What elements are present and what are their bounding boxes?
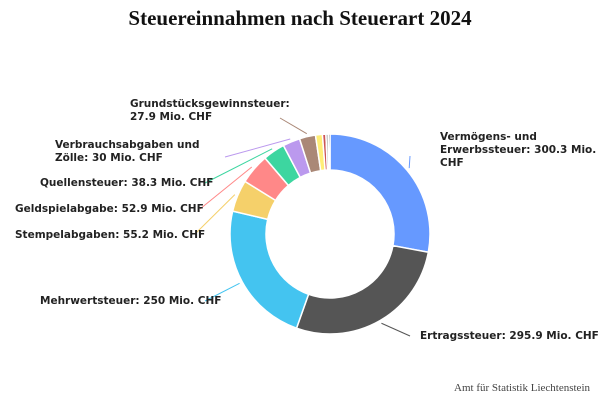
leader-line (381, 322, 411, 337)
slice-label: Ertragssteuer: 295.9 Mio. CHF (420, 330, 599, 342)
source-note: Amt für Statistik Liechtenstein (454, 382, 590, 394)
slice-label: Vermögens- und Erwerbssteuer: 300.3 Mio. C… (440, 131, 596, 169)
leader-line (279, 117, 308, 135)
slice-label: Geldspielabgabe: 52.9 Mio. CHF (15, 203, 204, 215)
slice-label: Grundstücksgewinnsteuer: 27.9 Mio. CHF (130, 98, 290, 123)
chart-title: Steuereinnahmen nach Steuerart 2024 (128, 6, 472, 30)
leader-line (224, 138, 291, 158)
slice-label: Mehrwertsteuer: 250 Mio. CHF (40, 295, 221, 307)
donut-slice-unlabeled-11 (327, 133, 331, 171)
leader-line (408, 155, 411, 169)
donut-slice-vermögens-und-erwerbssteuer (329, 133, 431, 254)
slice-label: Verbrauchsabgaben und Zölle: 30 Mio. CHF (55, 139, 200, 164)
donut-slice-ertragssteuer (295, 244, 430, 335)
donut-slice-mehrwertsteuer (229, 210, 310, 330)
leader-line (204, 282, 240, 302)
slice-label: Quellensteuer: 38.3 Mio. CHF (40, 177, 213, 189)
leader-line (194, 194, 236, 235)
leader-line (204, 148, 273, 184)
leader-line (199, 166, 253, 210)
slice-label: Stempelabgaben: 55.2 Mio. CHF (15, 229, 205, 241)
